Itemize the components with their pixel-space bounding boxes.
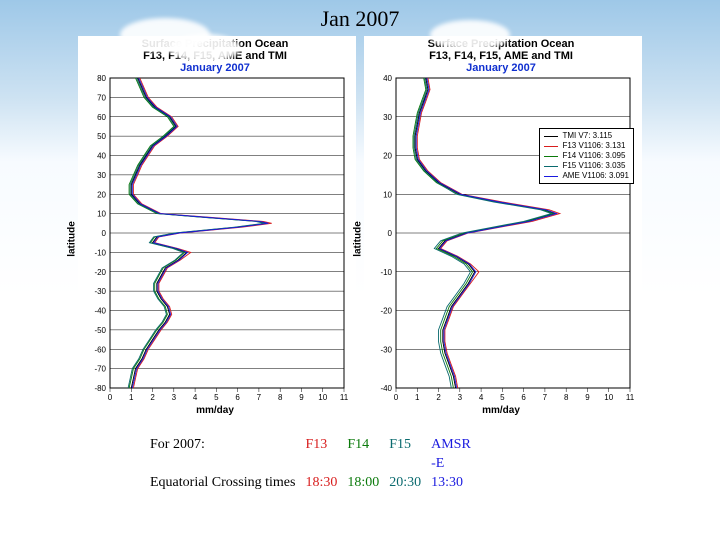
legend-item: F13 V1106: 3.131 [544, 141, 629, 151]
svg-text:1: 1 [129, 393, 134, 402]
svg-text:2: 2 [150, 393, 155, 402]
y-axis-label: latitude [67, 222, 78, 258]
footer-sat-F14: F14 [347, 436, 389, 455]
svg-text:2: 2 [436, 393, 441, 402]
legend-item: F15 V1106: 3.035 [544, 161, 629, 171]
svg-text:-40: -40 [94, 307, 106, 316]
svg-text:-40: -40 [380, 384, 392, 393]
svg-text:6: 6 [521, 393, 526, 402]
svg-text:8: 8 [564, 393, 569, 402]
svg-text:-80: -80 [94, 384, 106, 393]
legend-item: TMI V7: 3.115 [544, 131, 629, 141]
svg-text:8: 8 [278, 393, 283, 402]
svg-text:3: 3 [458, 393, 463, 402]
svg-text:30: 30 [97, 171, 106, 180]
svg-text:11: 11 [340, 393, 349, 402]
svg-text:-20: -20 [380, 307, 392, 316]
svg-text:5: 5 [214, 393, 219, 402]
svg-text:50: 50 [97, 132, 106, 141]
svg-text:-20: -20 [94, 268, 106, 277]
page-title: Jan 2007 [0, 0, 720, 32]
svg-text:0: 0 [394, 393, 399, 402]
left-plot: -80-70-60-50-40-30-20-100102030405060708… [80, 74, 350, 404]
chart-title-3: January 2007 [80, 62, 350, 74]
footer-intro: For 2007: [150, 436, 305, 455]
footer-sat-F15: F15 [389, 436, 431, 455]
x-axis-label: mm/day [366, 405, 636, 416]
legend: TMI V7: 3.115F13 V1106: 3.131F14 V1106: … [539, 128, 634, 184]
svg-text:3: 3 [172, 393, 177, 402]
svg-text:-30: -30 [94, 287, 106, 296]
footer-time-F14: 18:00 [347, 474, 389, 493]
svg-text:6: 6 [235, 393, 240, 402]
svg-text:1: 1 [415, 393, 420, 402]
footer-time-amsr: 13:30 [431, 474, 481, 493]
left-chart-panel: Surface Precipitation OceanF13, F14, F15… [78, 36, 356, 418]
svg-text:70: 70 [97, 94, 106, 103]
svg-text:20: 20 [97, 191, 106, 200]
footer-amsr-sub: -E [431, 455, 481, 474]
right-plot: -40 -30 -20 -10 0 10 20 30 40 0 1 2 3 4 5 6 7 8 9 10 11 [366, 74, 636, 404]
charts-row: Surface Precipitation OceanF13, F14, F15… [0, 36, 720, 418]
svg-text:-10: -10 [380, 268, 392, 277]
svg-text:0: 0 [388, 229, 393, 238]
svg-text:40: 40 [383, 74, 392, 83]
svg-text:40: 40 [97, 152, 106, 161]
svg-text:7: 7 [543, 393, 548, 402]
footer-row2-label: Equatorial Crossing times [150, 474, 305, 493]
chart-title-2: F13, F14, F15, AME and TMI [366, 50, 636, 62]
svg-text:9: 9 [585, 393, 590, 402]
svg-text:-60: -60 [94, 346, 106, 355]
svg-text:4: 4 [193, 393, 198, 402]
footer-time-F13: 18:30 [305, 474, 347, 493]
svg-text:10: 10 [318, 393, 327, 402]
svg-text:7: 7 [257, 393, 262, 402]
svg-text:11: 11 [626, 393, 635, 402]
svg-text:10: 10 [604, 393, 613, 402]
footer-time-F15: 20:30 [389, 474, 431, 493]
svg-text:10: 10 [383, 191, 392, 200]
svg-text:60: 60 [97, 113, 106, 122]
svg-text:4: 4 [479, 393, 484, 402]
svg-text:80: 80 [97, 74, 106, 83]
legend-item: AME V1106: 3.091 [544, 171, 629, 181]
svg-text:10: 10 [97, 210, 106, 219]
svg-text:20: 20 [383, 152, 392, 161]
svg-text:-50: -50 [94, 326, 106, 335]
svg-text:0: 0 [102, 229, 107, 238]
svg-text:5: 5 [500, 393, 505, 402]
svg-text:-30: -30 [380, 346, 392, 355]
legend-item: F14 V1106: 3.095 [544, 151, 629, 161]
footer-sat-F13: F13 [305, 436, 347, 455]
right-chart-panel: Surface Precipitation OceanF13, F14, F15… [364, 36, 642, 418]
chart-title-3: January 2007 [366, 62, 636, 74]
footer-notes: For 2007:F13F14F15AMSR -E Equatorial Cro… [150, 436, 720, 493]
x-axis-label: mm/day [80, 405, 350, 416]
footer-sat-amsr: AMSR [431, 436, 481, 455]
svg-text:30: 30 [383, 113, 392, 122]
svg-text:0: 0 [108, 393, 113, 402]
svg-text:-70: -70 [94, 365, 106, 374]
svg-text:9: 9 [299, 393, 304, 402]
svg-text:-10: -10 [94, 249, 106, 258]
y-axis-label: latitude [353, 222, 364, 258]
